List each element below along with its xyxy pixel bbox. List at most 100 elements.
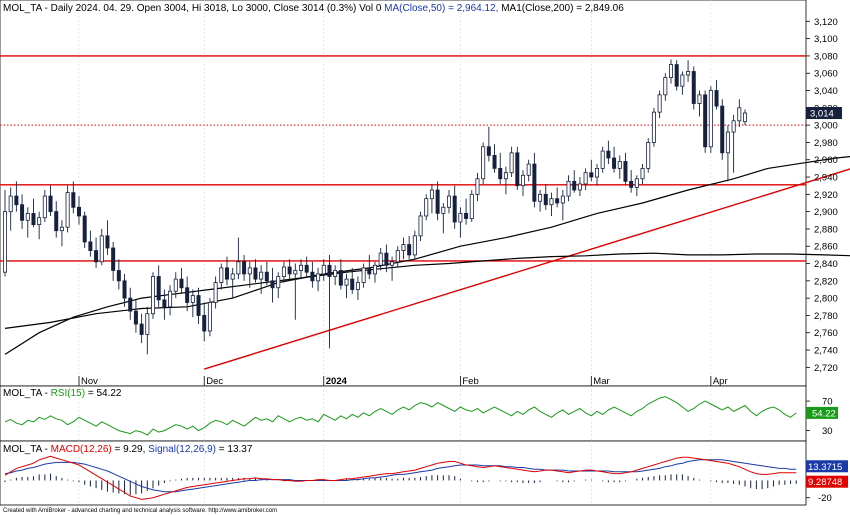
candle-body-up <box>526 163 531 176</box>
candle <box>737 99 742 127</box>
candle <box>634 175 639 197</box>
candle <box>190 289 195 318</box>
candle-body-up <box>8 195 13 213</box>
candle-body-down <box>54 211 59 232</box>
candle <box>3 190 8 277</box>
macd-histogram <box>4 473 797 496</box>
rsi-grid <box>78 386 712 441</box>
candle <box>242 254 247 281</box>
candle-body-down <box>162 299 167 308</box>
candle-body-up <box>247 267 252 275</box>
candle <box>492 144 497 173</box>
macd-value: = 9.29, <box>112 444 148 455</box>
candle-body-down <box>128 297 133 312</box>
candle <box>20 194 25 229</box>
candle-body-up <box>441 206 446 214</box>
price-x-tick-label: Feb <box>462 376 478 387</box>
candle <box>42 190 47 223</box>
candle-body-down <box>691 71 696 104</box>
candle <box>48 185 53 216</box>
candle-body-up <box>634 178 639 188</box>
candle-body-up <box>549 198 554 206</box>
candle <box>287 259 292 281</box>
candle-body-down <box>629 180 634 188</box>
candle <box>560 190 565 221</box>
rsi-series-line <box>4 396 797 436</box>
price-y-tick-label: 2,960 <box>814 155 838 166</box>
candle-body-down <box>133 310 138 325</box>
candle <box>691 66 696 110</box>
macd-y-tick-label: -20 <box>818 493 832 504</box>
price-y-tick-label: 2,760 <box>814 328 838 339</box>
candle-body-up <box>25 212 30 221</box>
rsi-name: RSI(15) <box>51 388 85 399</box>
candle <box>327 254 332 349</box>
candle-body-up <box>213 282 218 303</box>
candle-body-up <box>219 267 224 283</box>
candle <box>429 183 434 214</box>
candle <box>515 146 520 191</box>
candle <box>651 107 656 147</box>
candle-body-down <box>202 315 207 332</box>
candle-body-down <box>116 270 121 282</box>
candle-body-down <box>185 287 190 303</box>
candle-body-up <box>469 193 474 219</box>
candle-body-down <box>77 206 82 217</box>
candle <box>532 152 537 208</box>
price-y-tick-label: 2,780 <box>814 311 838 322</box>
candle <box>54 201 59 238</box>
rsi-header: MOL_TA - RSI(15) = 54.22 <box>3 388 122 399</box>
candle-body-down <box>572 180 577 191</box>
candle <box>612 146 617 173</box>
ma-lines <box>4 156 850 355</box>
candle <box>407 235 412 260</box>
candle <box>657 90 662 119</box>
candle-body-down <box>196 295 201 316</box>
candle <box>264 261 269 286</box>
price-y-tick-label: 3,080 <box>814 51 838 62</box>
price-y-tick-label: 2,820 <box>814 276 838 287</box>
signal-name: Signal(12,26,9) <box>148 444 216 455</box>
candle-body-down <box>486 146 491 156</box>
candle-body-down <box>48 195 53 213</box>
candle-body-up <box>458 212 463 223</box>
candle <box>372 261 377 283</box>
candle <box>617 155 622 179</box>
price-y-tick-label: 2,980 <box>814 138 838 149</box>
candle-body-down <box>88 241 93 251</box>
candle-body-down <box>498 167 503 180</box>
macd-value-tag: 9.28748 <box>806 475 848 488</box>
macd-value-tag-label: 9.28748 <box>808 477 842 488</box>
candle-body-up <box>566 180 571 197</box>
candle <box>572 170 577 193</box>
candle-body-up <box>595 167 600 178</box>
candle-body-down <box>492 155 497 169</box>
price-x-tick-label: Dec <box>206 376 223 387</box>
candle-body-up <box>560 195 565 204</box>
candle-body-up <box>99 235 104 263</box>
candle <box>669 59 674 84</box>
candles <box>3 59 748 355</box>
candle-body-up <box>59 226 64 232</box>
candle <box>213 276 218 309</box>
candle <box>338 259 343 290</box>
macd-line <box>4 455 797 500</box>
candle-body-up <box>737 107 742 122</box>
candle <box>156 265 161 307</box>
candle-body-down <box>287 266 292 275</box>
candle <box>202 302 207 342</box>
candle <box>88 230 93 257</box>
candle <box>355 276 360 300</box>
candle <box>298 259 303 280</box>
candle-body-down <box>674 64 679 87</box>
candle <box>583 168 588 191</box>
candle-body-up <box>207 302 212 332</box>
price-header-prefix: MOL_TA - Daily 2024. 04. 29. Open 3004, … <box>3 3 384 14</box>
candle <box>344 273 349 299</box>
candle-body-up <box>708 90 713 148</box>
candle <box>71 181 76 214</box>
macd-header: MOL_TA - MACD(12,26) = 9.29, Signal(12,2… <box>3 444 253 455</box>
candle-body-down <box>31 212 36 226</box>
candle-body-up <box>236 261 241 275</box>
candle-body-up <box>669 64 674 78</box>
